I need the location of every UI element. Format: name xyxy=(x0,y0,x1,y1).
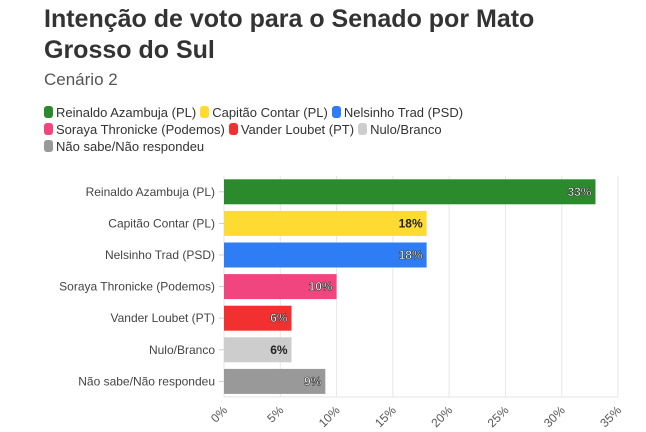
legend-swatch xyxy=(331,106,341,118)
data-label: 10% xyxy=(309,280,333,294)
legend-swatch xyxy=(44,123,53,135)
legend-label: Nelsinho Trad (PSD) xyxy=(343,105,464,120)
chart-title: Intenção de voto para o Senado por Mato … xyxy=(44,5,535,64)
y-category-label: Soraya Thronicke (Podemos) xyxy=(59,280,215,294)
legend-item[interactable]: Nelsinho Trad (PSD) xyxy=(331,104,464,121)
y-category-label: Reinaldo Azambuja (PL) xyxy=(86,185,215,199)
chart-subtitle: Cenário 2 xyxy=(44,70,118,89)
legend-item[interactable]: Soraya Thronicke (Podemos) xyxy=(44,121,225,138)
legend-swatch xyxy=(358,123,368,135)
legend-swatch xyxy=(44,106,53,118)
legend-item[interactable]: Não sabe/Não respondeu xyxy=(44,138,204,155)
x-tick-label: 15% xyxy=(372,403,399,430)
bar xyxy=(224,274,337,300)
legend-swatch xyxy=(200,106,210,118)
bar xyxy=(224,368,326,394)
x-tick-label: 5% xyxy=(264,403,286,425)
bar xyxy=(224,305,292,331)
legend-swatch xyxy=(44,140,53,152)
data-label: 9% xyxy=(304,374,322,388)
legend-label: Nulo/Branco xyxy=(370,122,442,137)
bar xyxy=(224,210,427,236)
legend-swatch xyxy=(228,123,238,135)
bar xyxy=(224,242,427,268)
y-category-label: Nelsinho Trad (PSD) xyxy=(105,248,215,262)
data-label: 33% xyxy=(567,185,591,199)
data-label: 6% xyxy=(270,311,288,325)
legend-label: Não sabe/Não respondeu xyxy=(56,139,205,154)
bar xyxy=(224,337,292,363)
y-category-label: Não sabe/Não respondeu xyxy=(78,374,215,388)
bar xyxy=(224,179,596,205)
legend-label: Vander Loubet (PT) xyxy=(240,122,355,137)
legend-item[interactable]: Reinaldo Azambuja (PL) xyxy=(44,104,196,121)
data-label: 18% xyxy=(399,216,423,230)
legend-item[interactable]: Nulo/Branco xyxy=(358,121,442,138)
legend: Reinaldo Azambuja (PL) Capitão Contar (PL… xyxy=(44,104,524,155)
x-tick-label: 30% xyxy=(541,403,568,430)
legend-label: Capitão Contar (PL) xyxy=(212,105,328,120)
data-label: 6% xyxy=(270,343,288,357)
legend-item[interactable]: Vander Loubet (PT) xyxy=(228,121,355,138)
x-tick-label: 35% xyxy=(597,403,624,430)
y-category-label: Vander Loubet (PT) xyxy=(110,311,215,325)
x-tick-label: 10% xyxy=(316,403,343,430)
legend-item[interactable]: Capitão Contar (PL) xyxy=(200,104,328,121)
x-tick-label: 25% xyxy=(485,403,512,430)
y-category-label: Capitão Contar (PL) xyxy=(108,216,215,230)
legend-label: Reinaldo Azambuja (PL) xyxy=(56,105,197,120)
data-label: 18% xyxy=(399,248,423,262)
y-category-label: Nulo/Branco xyxy=(149,343,215,357)
x-tick-label: 0% xyxy=(208,403,230,425)
legend-label: Soraya Thronicke (Podemos) xyxy=(56,122,225,137)
x-tick-label: 20% xyxy=(428,403,455,430)
